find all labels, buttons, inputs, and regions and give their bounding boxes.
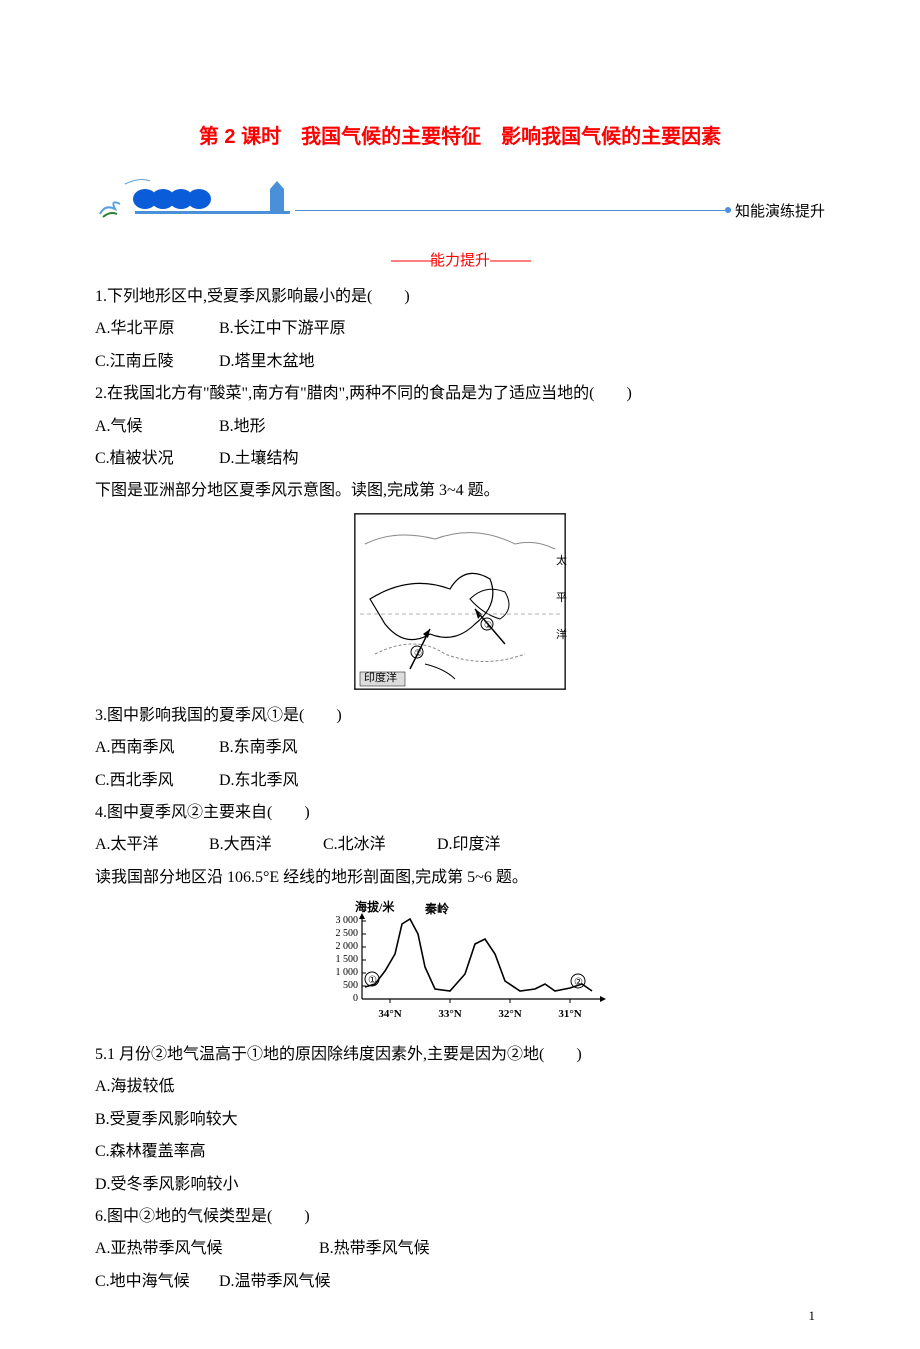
q6-opt-a: A.亚热带季风气候 xyxy=(95,1234,315,1264)
xtick-33n: 33°N xyxy=(438,1008,461,1020)
q5-opt-c: C.森林覆盖率高 xyxy=(95,1137,215,1167)
map-label-indian: 印度洋 xyxy=(364,669,397,685)
q1-opt-a: A.华北平原 xyxy=(95,314,215,344)
q3-opt-b: B.东南季风 xyxy=(219,733,339,763)
q2-stem: 2.在我国北方有"酸菜",南方有"腊肉",两种不同的食品是为了适应当地的( ) xyxy=(95,379,825,409)
q2-opt-c: C.植被状况 xyxy=(95,444,215,474)
banner-graphic xyxy=(95,169,295,229)
q6-opts-row2: C.地中海气候 D.温带季风气候 xyxy=(95,1267,825,1297)
ytick-1000: 1 000 xyxy=(336,967,359,978)
xtick-31n: 31°N xyxy=(558,1008,581,1020)
q3-opts-row1: A.西南季风 B.东南季风 xyxy=(95,733,825,763)
q1-opts-row2: C.江南丘陵 D.塔里木盆地 xyxy=(95,347,825,377)
q4-opt-a: A.太平洋 xyxy=(95,830,205,860)
q3-opts-row2: C.西北季风 D.东北季风 xyxy=(95,766,825,796)
asia-monsoon-map: ① ② 太 平 洋 印度洋 xyxy=(354,513,566,690)
q6-stem: 6.图中②地的气候类型是( ) xyxy=(95,1202,825,1232)
intro-56: 读我国部分地区沿 106.5°E 经线的地形剖面图,完成第 5~6 题。 xyxy=(95,863,825,893)
q1-opts-row1: A.华北平原 B.长江中下游平原 xyxy=(95,314,825,344)
ytick-2500: 2 500 xyxy=(336,928,359,939)
ytick-1500: 1 500 xyxy=(336,954,359,965)
q2-opt-b: B.地形 xyxy=(219,412,339,442)
q2-opt-a: A.气候 xyxy=(95,412,215,442)
map-label-pacific1: 太 xyxy=(556,552,567,568)
ytick-3000: 3 000 xyxy=(336,915,359,926)
q5-opt-b-row: B.受夏季风影响较大 xyxy=(95,1105,825,1135)
q3-opt-a: A.西南季风 xyxy=(95,733,215,763)
q4-opts: A.太平洋 B.大西洋 C.北冰洋 D.印度洋 xyxy=(95,830,825,860)
terrain-profile-chart: 海拔/米 秦岭 3 000 2 500 2 000 1 500 1 000 50… xyxy=(310,899,610,1029)
q5-stem: 5.1 月份②地气温高于①地的原因除纬度因素外,主要是因为②地( ) xyxy=(95,1040,825,1070)
q4-opt-b: B.大西洋 xyxy=(209,830,319,860)
profile-mark1: ① xyxy=(368,975,377,986)
q3-stem: 3.图中影响我国的夏季风①是( ) xyxy=(95,701,825,731)
q6-opt-d: D.温带季风气候 xyxy=(219,1267,339,1297)
intro-34: 下图是亚洲部分地区夏季风示意图。读图,完成第 3~4 题。 xyxy=(95,476,825,506)
q2-opts-row2: C.植被状况 D.土壤结构 xyxy=(95,444,825,474)
q3-opt-d: D.东北季风 xyxy=(219,766,339,796)
q5-opt-d: D.受冬季风影响较小 xyxy=(95,1170,239,1200)
map-label-pacific2: 平 xyxy=(556,589,567,605)
q5-opt-a-row: A.海拔较低 xyxy=(95,1072,825,1102)
profile-ylabel: 海拔/米 xyxy=(355,899,395,914)
ytick-2000: 2 000 xyxy=(336,941,359,952)
q1-opt-c: C.江南丘陵 xyxy=(95,347,215,377)
banner-label: 知能演练提升 xyxy=(735,200,825,221)
q3-opt-c: C.西北季风 xyxy=(95,766,215,796)
ytick-0: 0 xyxy=(353,993,358,1004)
q5-opt-a: A.海拔较低 xyxy=(95,1072,215,1102)
xtick-32n: 32°N xyxy=(498,1008,521,1020)
q2-opt-d: D.土壤结构 xyxy=(219,444,339,474)
svg-text:②: ② xyxy=(414,648,422,658)
section-tag: 能力提升 xyxy=(95,249,825,270)
q6-opt-b: B.热带季风气候 xyxy=(319,1234,439,1264)
xtick-34n: 34°N xyxy=(378,1008,401,1020)
lesson-title: 第 2 课时 我国气候的主要特征 影响我国气候的主要因素 xyxy=(95,120,825,149)
map-label-pacific3: 洋 xyxy=(556,626,567,642)
q1-opt-b: B.长江中下游平原 xyxy=(219,314,346,344)
profile-mark2: ② xyxy=(574,977,583,988)
q6-opt-c: C.地中海气候 xyxy=(95,1267,215,1297)
banner-line xyxy=(295,210,731,211)
ytick-500: 500 xyxy=(343,980,358,991)
q1-opt-d: D.塔里木盆地 xyxy=(219,347,339,377)
q5-opt-d-row: D.受冬季风影响较小 xyxy=(95,1170,825,1200)
svg-text:①: ① xyxy=(484,620,492,630)
q4-stem: 4.图中夏季风②主要来自( ) xyxy=(95,798,825,828)
page-number: 1 xyxy=(809,1308,816,1324)
q5-opt-b: B.受夏季风影响较大 xyxy=(95,1105,238,1135)
q4-opt-d: D.印度洋 xyxy=(437,830,547,860)
figure-map: ① ② 太 平 洋 印度洋 xyxy=(95,513,825,695)
q5-opt-c-row: C.森林覆盖率高 xyxy=(95,1137,825,1167)
q2-opts-row1: A.气候 B.地形 xyxy=(95,412,825,442)
q1-stem: 1.下列地形区中,受夏季风影响最小的是( ) xyxy=(95,282,825,312)
profile-peak-label: 秦岭 xyxy=(424,901,449,916)
figure-profile: 海拔/米 秦岭 3 000 2 500 2 000 1 500 1 000 50… xyxy=(95,899,825,1034)
banner: 知能演练提升 xyxy=(95,174,825,229)
q4-opt-c: C.北冰洋 xyxy=(323,830,433,860)
q6-opts-row1: A.亚热带季风气候 B.热带季风气候 xyxy=(95,1234,825,1264)
